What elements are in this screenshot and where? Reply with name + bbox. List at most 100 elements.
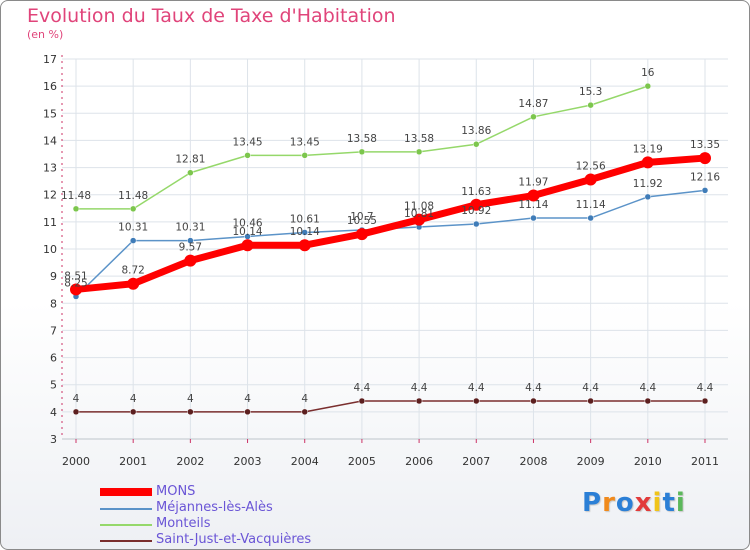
series-mons-point — [127, 277, 140, 290]
series-mejannes-les-ales-data-label: 10.92 — [461, 205, 491, 217]
series-mons-data-label: 12.56 — [576, 161, 606, 173]
series-monteils-data-label: 13.58 — [404, 133, 434, 145]
series-mons-line — [72, 154, 709, 293]
logo-letter: o — [615, 488, 635, 518]
series-saint-just-et-vacquieres-data-label: 4 — [301, 393, 308, 405]
series-saint-just-et-vacquieres-point — [301, 408, 308, 416]
legend: MONS Méjannes-lès-Alès Monteils Saint-Ju… — [100, 484, 360, 548]
y-tick-label: 3 — [50, 433, 57, 446]
x-tick-label: 2001 — [119, 455, 147, 468]
series-mejannes-les-ales-data-label: 10.46 — [233, 218, 263, 230]
series-saint-just-et-vacquieres-point — [415, 397, 423, 405]
series-mons-data-label: 9.57 — [179, 242, 202, 254]
series-monteils-data-label: 16 — [641, 67, 655, 79]
series-monteils-point — [587, 101, 594, 109]
logo-letter: t — [662, 488, 676, 518]
legend-label: Méjannes-lès-Alès — [156, 500, 273, 515]
axes: 3 4 5 6 7 8 9 10 11 12 13 14 15 16 17 2000 2001 2002 2003 2… — [43, 53, 728, 468]
y-tick-label: 13 — [43, 162, 57, 175]
series-mons-point — [470, 198, 483, 211]
series-mejannes-les-ales-data-label: 10.31 — [175, 222, 205, 234]
series-mons-data-label: 11.63 — [461, 186, 491, 198]
series-lines — [70, 82, 711, 416]
x-tick-label: 2010 — [634, 455, 662, 468]
legend-swatch — [100, 508, 152, 510]
series-mejannes-les-ales-point — [644, 193, 652, 201]
legend-label: MONS — [156, 484, 196, 499]
series-monteils-data-label: 13.86 — [461, 125, 491, 137]
series-mejannes-les-ales-point — [587, 214, 594, 222]
legend-swatch — [100, 524, 152, 526]
series-saint-just-et-vacquieres-data-label: 4.4 — [411, 382, 428, 394]
series-saint-just-et-vacquieres-data-label: 4.4 — [468, 382, 485, 394]
series-mons-point — [699, 152, 711, 165]
legend-label: Monteils — [156, 516, 211, 531]
legend-item-mejannes-les-ales[interactable]: Méjannes-lès-Alès — [100, 500, 360, 516]
legend-item-monteils[interactable]: Monteils — [100, 516, 360, 532]
y-tick-label: 17 — [43, 53, 57, 66]
series-monteils-data-label: 11.48 — [61, 190, 91, 202]
series-mejannes-les-ales-data-label: 10.31 — [118, 222, 148, 234]
series-saint-just-et-vacquieres-point — [358, 397, 366, 405]
series-mons-data-label: 10.14 — [290, 226, 320, 238]
x-tick-label: 2003 — [234, 455, 262, 468]
series-monteils-data-label: 11.48 — [118, 190, 148, 202]
series-saint-just-et-vacquieres-point — [701, 397, 709, 405]
legend-item-saint-just-et-vacquieres[interactable]: Saint-Just-et-Vacquières — [100, 532, 360, 548]
series-saint-just-et-vacquieres-point — [644, 397, 652, 405]
series-mejannes-les-ales-point — [301, 229, 308, 236]
series-monteils-data-label: 15.3 — [579, 86, 602, 98]
series-mons-point — [241, 239, 254, 252]
series-mons-point — [413, 213, 426, 226]
series-monteils-data-label: 12.81 — [175, 154, 205, 166]
series-saint-just-et-vacquieres-data-label: 4.4 — [354, 382, 371, 394]
legend-item-mons[interactable]: MONS — [100, 484, 360, 500]
series-saint-just-et-vacquieres-point — [72, 408, 80, 416]
x-tick-label: 2011 — [691, 455, 719, 468]
legend-swatch — [100, 540, 152, 542]
series-mons-point — [584, 173, 597, 186]
series-mons-point — [298, 239, 311, 252]
series-mons-data-label: 10.14 — [233, 226, 263, 238]
series-monteils-point — [358, 148, 366, 156]
series-mons-point — [527, 189, 540, 202]
series-saint-just-et-vacquieres-data-label: 4.4 — [639, 382, 656, 394]
series-saint-just-et-vacquieres-line — [75, 400, 706, 413]
series-mejannes-les-ales-point — [530, 214, 537, 222]
series-mejannes-les-ales-data-label: 10.81 — [404, 208, 434, 220]
series-mons-data-label: 11.97 — [518, 177, 548, 189]
series-mons-point — [355, 228, 368, 241]
chart-title: Evolution du Taux de Taxe d'Habitation — [27, 5, 396, 27]
series-mejannes-les-ales-data-label: 11.92 — [633, 178, 663, 190]
series-mejannes-les-ales-data-label: 11.14 — [518, 199, 548, 211]
chart-subtitle: (en %) — [27, 28, 64, 41]
series-mons-data-label: 13.35 — [690, 139, 720, 151]
y-tick-label: 8 — [50, 297, 57, 310]
series-saint-just-et-vacquieres-point — [187, 408, 194, 416]
series-mons-data-label: 13.19 — [633, 143, 663, 155]
series-monteils-data-label: 14.87 — [518, 98, 548, 110]
series-saint-just-et-vacquieres-data-label: 4 — [244, 393, 251, 405]
x-tick-label: 2002 — [176, 455, 204, 468]
series-saint-just-et-vacquieres-point — [473, 397, 480, 405]
series-mejannes-les-ales-point — [129, 237, 137, 244]
series-mejannes-les-ales-point — [473, 220, 480, 228]
series-monteils-point — [530, 113, 537, 121]
series-mons-point — [184, 254, 197, 267]
x-tick-label: 2000 — [62, 455, 90, 468]
series-monteils-point — [187, 169, 194, 176]
series-saint-just-et-vacquieres-data-label: 4 — [187, 393, 194, 405]
logo-letter: P — [582, 488, 603, 518]
y-tick-label: 4 — [50, 406, 57, 419]
series-monteils-point — [129, 205, 137, 213]
x-tick-label: 2008 — [519, 455, 547, 468]
y-tick-label: 9 — [50, 270, 57, 283]
y-tick-label: 15 — [43, 107, 57, 120]
series-mons-point — [70, 283, 82, 296]
series-monteils-point — [244, 152, 251, 159]
series-saint-just-et-vacquieres-data-label: 4.4 — [697, 382, 714, 394]
x-tick-label: 2005 — [348, 455, 376, 468]
series-mons-data-label: 8.72 — [121, 265, 144, 277]
series-monteils-point — [301, 152, 308, 159]
y-tick-label: 7 — [50, 324, 57, 337]
